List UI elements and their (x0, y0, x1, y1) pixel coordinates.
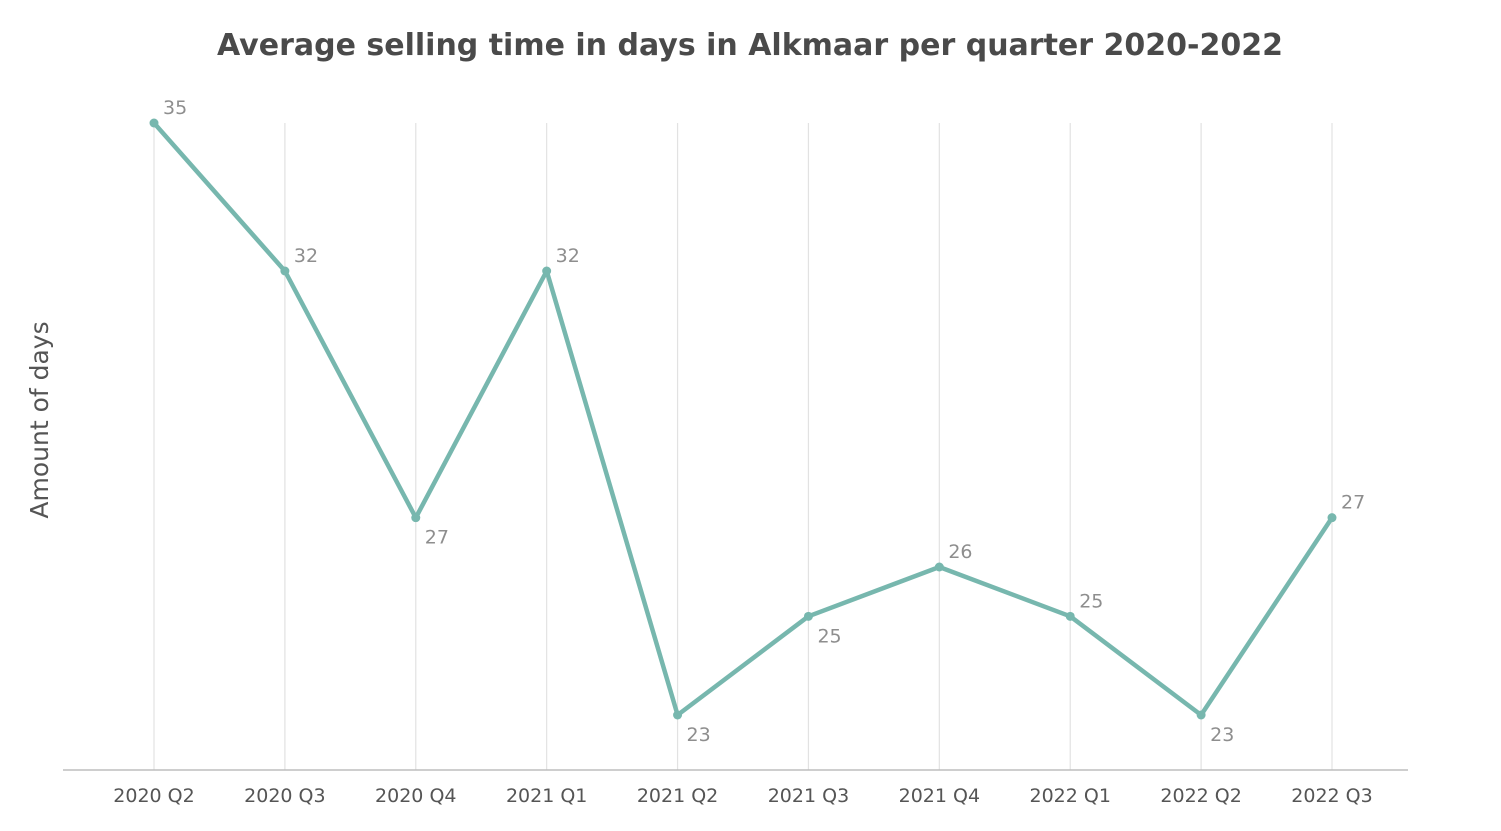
data-series (149, 118, 1337, 720)
data-label: 23 (687, 724, 711, 746)
data-point (803, 611, 813, 621)
data-label: 32 (294, 245, 318, 267)
data-point (542, 266, 552, 276)
data-point (1065, 611, 1075, 621)
x-tick-label: 2021 Q1 (506, 785, 587, 807)
data-point (280, 266, 290, 276)
data-labels: 35 32 27 32 23 25 26 25 23 27 (163, 97, 1365, 746)
x-tick-label: 2021 Q4 (899, 785, 980, 807)
data-label: 32 (556, 245, 580, 267)
data-label: 25 (817, 625, 841, 647)
data-point (1196, 710, 1206, 720)
data-point (1327, 513, 1337, 523)
series-line (151, 120, 1335, 718)
data-label: 23 (1210, 724, 1234, 746)
data-label: 27 (425, 527, 449, 549)
data-label: 35 (163, 97, 187, 119)
chart-title: Average selling time in days in Alkmaar … (217, 28, 1283, 63)
x-tick-label: 2020 Q2 (113, 785, 194, 807)
data-point (934, 562, 944, 572)
x-tick-label: 2022 Q1 (1030, 785, 1111, 807)
x-tick-label: 2020 Q3 (244, 785, 325, 807)
x-tick-label: 2022 Q3 (1291, 785, 1372, 807)
x-tick-label: 2020 Q4 (375, 785, 456, 807)
y-axis-label: Amount of days (25, 321, 54, 518)
x-tick-label: 2021 Q3 (768, 785, 849, 807)
data-label: 26 (948, 541, 972, 563)
data-point (411, 513, 421, 523)
data-point (149, 118, 159, 128)
data-point (673, 710, 683, 720)
x-tick-label: 2021 Q2 (637, 785, 718, 807)
data-label: 27 (1341, 492, 1365, 514)
x-tick-label: 2022 Q2 (1160, 785, 1241, 807)
data-label: 25 (1079, 590, 1103, 612)
gridlines (153, 123, 1333, 770)
x-axis-ticks: 2020 Q2 2020 Q3 2020 Q4 2021 Q1 2021 Q2 2021 … (113, 785, 1372, 807)
